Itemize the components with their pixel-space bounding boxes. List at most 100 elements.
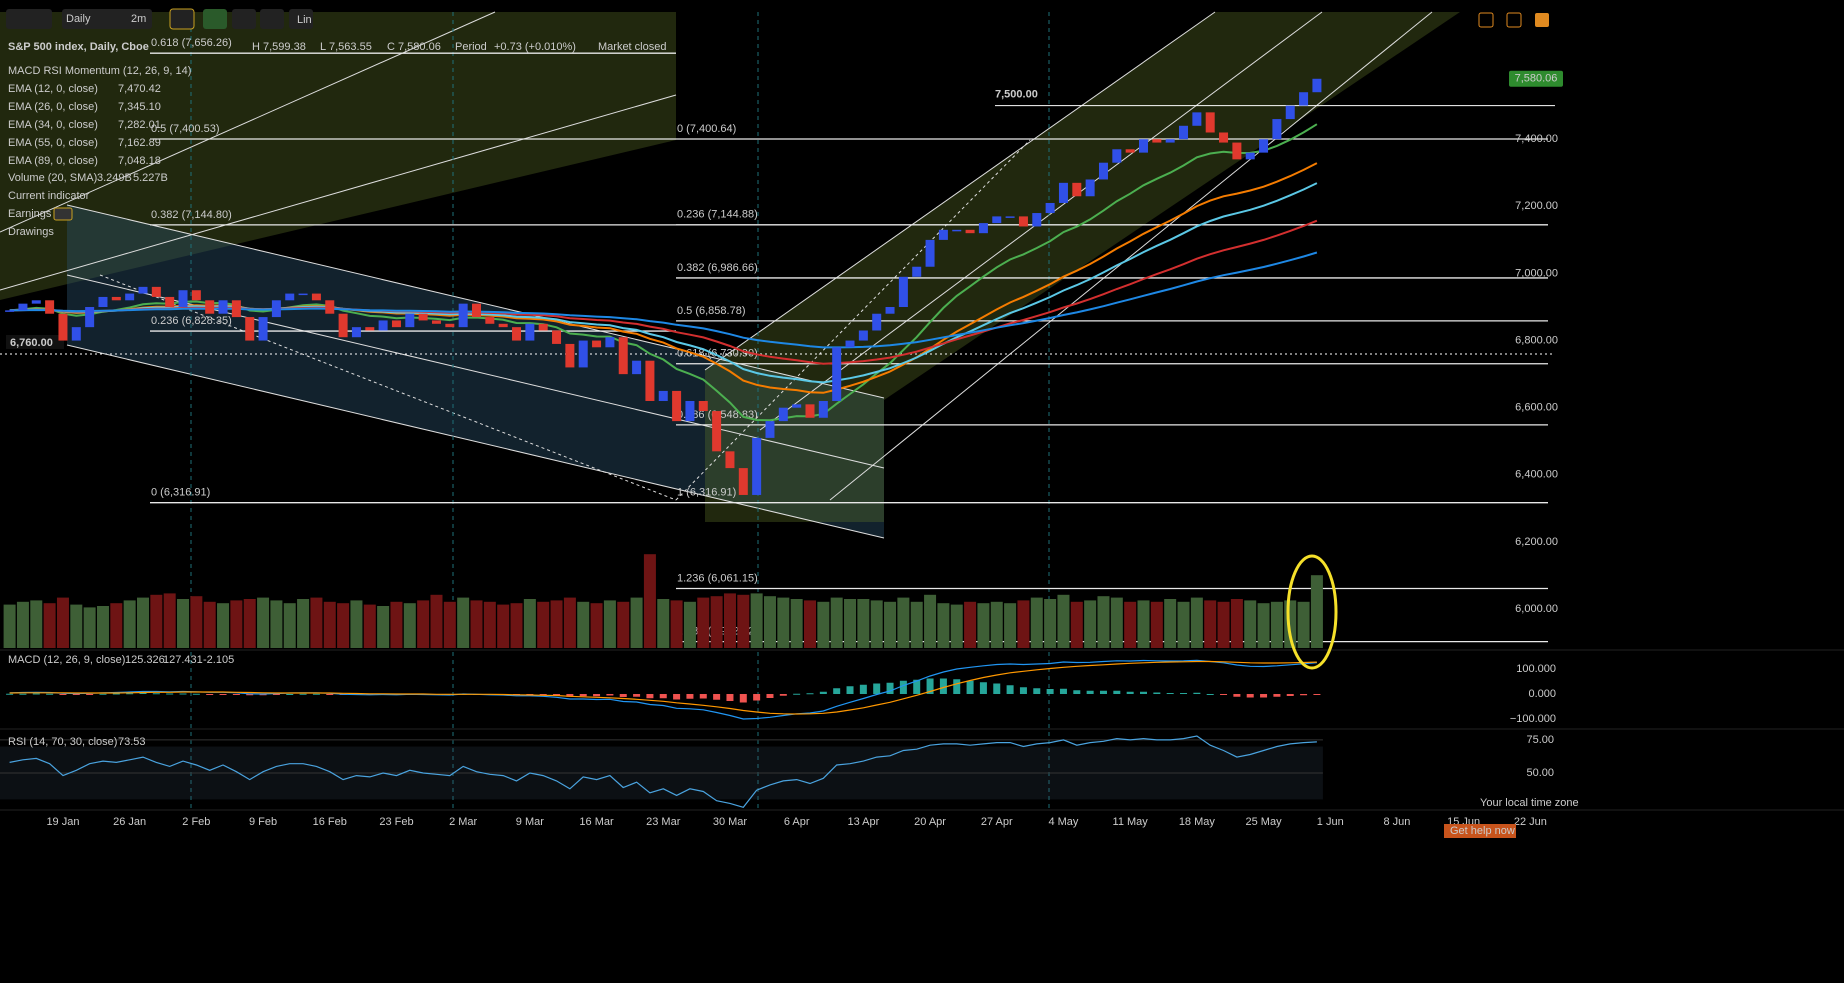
candle [792,404,802,408]
volume-bar [657,599,670,648]
volume-bar [910,601,923,648]
macd-histogram-bar [966,680,974,694]
settings-button[interactable] [169,8,195,30]
candle [1152,139,1162,143]
macd-histogram-bar [793,693,801,695]
legend-item[interactable]: Earnings [8,208,52,220]
macd-histogram-bar [753,694,761,701]
fib-label: 0.236 (6,828.35) [151,315,232,327]
candle [151,286,161,297]
candle [138,286,148,294]
candle [458,303,468,328]
macd-histogram-bar [1086,690,1094,694]
candle [592,340,602,348]
candle [1299,92,1309,106]
crosshair-button[interactable] [260,9,284,29]
macd-tick-label: 100.000 [1516,663,1556,675]
volume-bar [1004,603,1017,648]
icon-button[interactable] [1478,12,1494,28]
replay-button[interactable] [232,9,256,29]
fib-label: 0.236 (7,144.88) [677,209,758,221]
volume-bar [563,597,576,648]
candle [552,330,562,344]
x-tick-label: 6 Apr [784,816,810,828]
icon-button[interactable] [1506,12,1522,28]
ema-legend: EMA (26, 0, close) [8,101,98,113]
macd-histogram-bar [699,694,707,699]
macd-histogram-bar [619,694,627,697]
macd-histogram-bar [1220,694,1228,695]
y-tick-label: 6,600.00 [1515,402,1558,414]
indicator-button[interactable] [203,9,227,29]
volume-bar [670,600,683,648]
y-tick-label: 7,400.00 [1515,133,1558,145]
candle [125,293,135,301]
volume-bar [483,601,496,648]
candle [1085,179,1095,197]
candle [725,451,735,469]
interval[interactable]: Daily [66,13,91,25]
volume-bar [1204,600,1217,648]
icon-button[interactable] [1535,13,1549,27]
legend-key: H [252,41,260,53]
legend-item[interactable]: Drawings [8,226,54,238]
candle [298,293,308,296]
candle [285,293,295,301]
volume-bar [403,603,416,648]
volume-bar [577,601,590,648]
candle [311,293,321,301]
volume-bar [723,593,736,648]
candle [818,400,828,418]
volume-bar [763,596,776,648]
candle [525,323,535,341]
candle [445,323,455,328]
volume-bar [590,603,603,648]
scale-button[interactable] [289,9,313,29]
macd-histogram-bar [152,693,160,695]
candle [1098,162,1108,180]
volume-bar [1110,597,1123,648]
candle [258,317,268,341]
x-tick-label: 25 May [1246,816,1283,828]
volume-bar [1097,596,1110,648]
legend-status: Market closed [598,41,666,53]
x-tick-label: 23 Mar [646,816,681,828]
volume-bar [990,601,1003,648]
x-tick-label: 20 Apr [914,816,946,828]
candle [965,229,975,234]
macd-histogram-bar [1313,694,1321,695]
volume-bar [323,601,336,648]
candle [365,327,375,331]
macd-histogram-bar [232,694,240,695]
candle [245,317,255,341]
candle [45,300,55,314]
help-button[interactable] [1444,824,1516,838]
fib-label: 0 (6,316.91) [151,487,210,499]
volume-bar [830,597,843,648]
candle [952,229,962,232]
candle [1245,152,1255,160]
scale[interactable]: Lin [297,14,312,26]
macd-histogram-bar [139,693,147,694]
macd-histogram-bar [1099,690,1107,694]
rsi-legend: RSI (14, 70, 30, close) [8,736,117,748]
macd-histogram-bar [1273,694,1281,697]
volume-bar [857,599,870,648]
candle [85,307,95,328]
chart-type-button[interactable] [6,9,52,29]
candle [738,468,748,495]
macd-value: 125.326 [125,654,165,666]
macd-histogram-bar [739,694,747,703]
macd-histogram-bar [779,694,787,696]
interval-button[interactable] [62,9,152,29]
bar-count[interactable]: 2m [131,13,146,25]
macd-histogram-bar [539,694,547,695]
fib-label: 0.382 (6,986.66) [677,262,758,274]
volume-bar [1244,600,1257,648]
x-tick-label: 27 Apr [981,816,1013,828]
help-text[interactable]: Get help now [1450,825,1515,837]
eye-icon[interactable] [53,207,73,221]
candle [845,340,855,348]
macd-histogram-bar [259,694,267,696]
